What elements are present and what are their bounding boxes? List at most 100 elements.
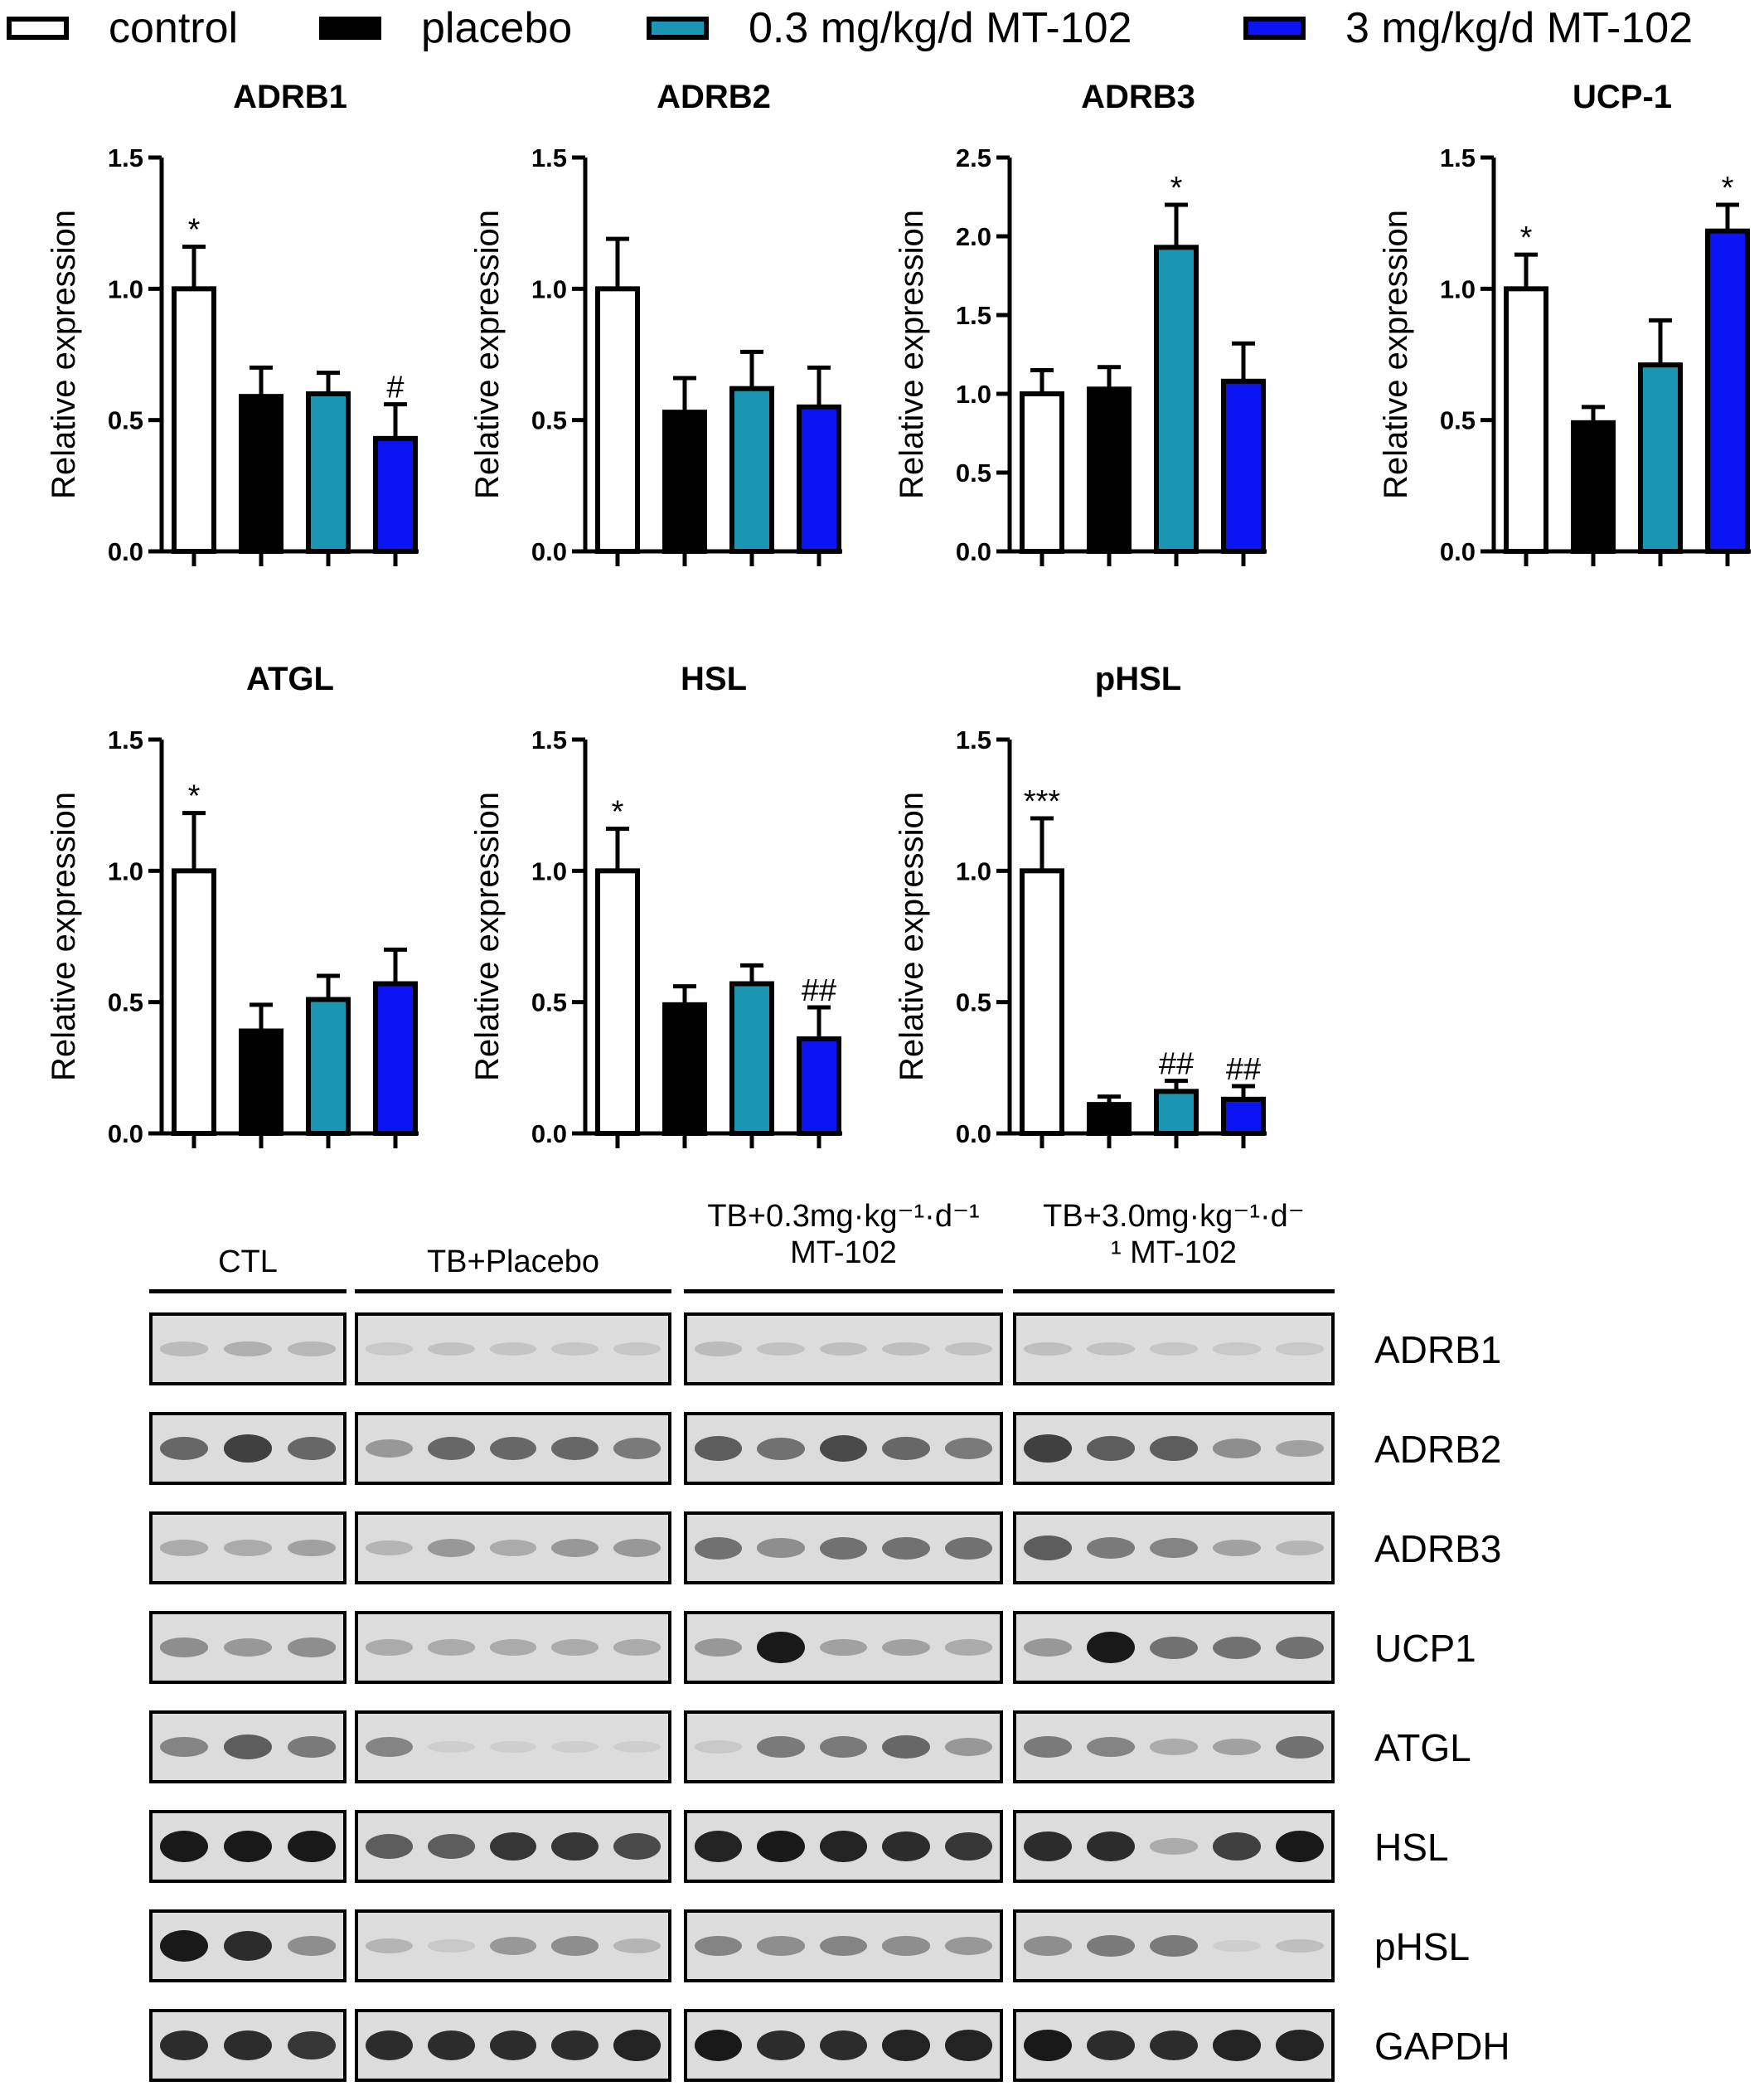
bar [662, 1002, 707, 1137]
y-tick-label: 0.5 [956, 458, 991, 488]
protein-band [613, 1539, 662, 1557]
protein-band [882, 1831, 930, 1862]
lane-group-label: TB+0.3mg·kg⁻¹·d⁻¹ MT-102 [684, 1198, 1003, 1271]
protein-band [489, 2030, 537, 2061]
protein-band [695, 1831, 743, 1862]
protein-band [1213, 1539, 1261, 1557]
protein-band [757, 1736, 805, 1758]
y-axis-label: Relative expression [46, 792, 82, 1081]
y-tick-label: 0.0 [956, 537, 991, 566]
blot-strip [1013, 1909, 1335, 1982]
bar [729, 981, 774, 1136]
lane-group-label-line: TB+Placebo [426, 1244, 600, 1279]
protein-band [1087, 1537, 1135, 1559]
blot-strip [355, 1611, 671, 1684]
protein-band [695, 1638, 743, 1657]
protein-band [1213, 1832, 1261, 1861]
bar [306, 391, 351, 554]
significance-label: * [1722, 171, 1734, 206]
protein-band [1024, 1434, 1072, 1463]
bar [1571, 420, 1616, 555]
legend-swatch [7, 17, 69, 40]
protein-band [427, 1639, 475, 1656]
protein-band [551, 1936, 599, 1956]
legend-swatch [1243, 17, 1306, 40]
y-tick-label: 0.0 [108, 537, 143, 566]
legend-label: 0.3 mg/kg/d MT-102 [749, 4, 1132, 52]
protein-band [223, 2030, 273, 2061]
protein-band [613, 1342, 662, 1356]
significance-label: *** [1024, 784, 1061, 819]
blot-strip [149, 1710, 346, 1783]
protein-band [365, 1439, 413, 1458]
protein-band [1087, 1341, 1135, 1356]
protein-band [882, 1436, 930, 1461]
bar [1020, 868, 1064, 1136]
protein-band [427, 1436, 475, 1461]
protein-band [1150, 1636, 1198, 1659]
protein-band [223, 1830, 273, 1863]
lane-group-label-line: MT-102 [790, 1235, 897, 1270]
protein-band [160, 2030, 209, 2061]
blot-strip [149, 2009, 346, 2082]
lane-group-label: TB+Placebo [355, 1244, 671, 1280]
lane-group-label: CTL [149, 1244, 346, 1280]
protein-label: ADRB2 [1374, 1428, 1502, 1471]
y-axis-label: Relative expression [469, 210, 506, 499]
protein-band [819, 2030, 868, 2061]
protein-band [1213, 1738, 1261, 1756]
y-tick-label: 1.5 [108, 725, 143, 754]
protein-band [1087, 1631, 1135, 1664]
y-tick-label: 0.0 [108, 1119, 143, 1148]
y-tick-label: 1.0 [108, 274, 143, 303]
significance-label: * [1170, 171, 1183, 206]
y-tick-label: 1.0 [1440, 274, 1476, 303]
significance-label: * [188, 213, 201, 248]
protein-band [287, 1341, 336, 1356]
protein-band [160, 1341, 209, 1356]
y-tick-label: 1.0 [956, 380, 991, 409]
protein-band [1276, 1439, 1324, 1458]
legend-label: 3 mg/kg/d MT-102 [1345, 4, 1694, 52]
y-tick-label: 0.5 [956, 988, 991, 1017]
significance-label: ## [1159, 1047, 1194, 1082]
protein-band [287, 1736, 336, 1758]
protein-band [1276, 1540, 1324, 1555]
y-tick-label: 1.5 [1440, 143, 1476, 172]
blot-strip [1013, 1511, 1335, 1584]
protein-band [489, 1937, 537, 1955]
y-tick-label: 0.0 [1440, 537, 1476, 566]
protein-label: ADRB1 [1374, 1328, 1502, 1371]
blot-strip [684, 2009, 1003, 2082]
protein-band [365, 1342, 413, 1356]
y-tick-label: 1.5 [956, 301, 991, 330]
protein-band [365, 1736, 413, 1758]
protein-band [1087, 2030, 1135, 2061]
bar [1020, 391, 1064, 554]
protein-band [427, 1834, 475, 1859]
significance-label: ## [802, 973, 836, 1008]
protein-band [160, 1540, 209, 1556]
y-tick-label: 1.0 [531, 856, 567, 885]
protein-band [287, 1830, 336, 1863]
protein-band [1276, 1938, 1324, 1953]
bar [1705, 228, 1750, 555]
blot-strip [149, 1312, 346, 1385]
protein-band [1276, 1735, 1324, 1759]
protein-band [223, 1434, 273, 1463]
protein-band [160, 1929, 209, 1962]
protein-band [757, 1538, 805, 1558]
protein-band [695, 1436, 743, 1461]
blot-strip [355, 1511, 671, 1584]
protein-band [287, 1936, 336, 1956]
blot-strip [684, 1611, 1003, 1684]
legend-swatch [319, 17, 381, 40]
lane-group-label: TB+3.0mg·kg⁻¹·d⁻ ¹ MT-102 [1013, 1198, 1335, 1271]
blot-strip [1013, 1810, 1335, 1883]
protein-band [695, 1341, 743, 1356]
blot-strip [1013, 1710, 1335, 1783]
protein-band [160, 1830, 209, 1863]
protein-band [944, 1341, 992, 1356]
protein-band [613, 1740, 662, 1754]
protein-band [489, 1436, 537, 1461]
